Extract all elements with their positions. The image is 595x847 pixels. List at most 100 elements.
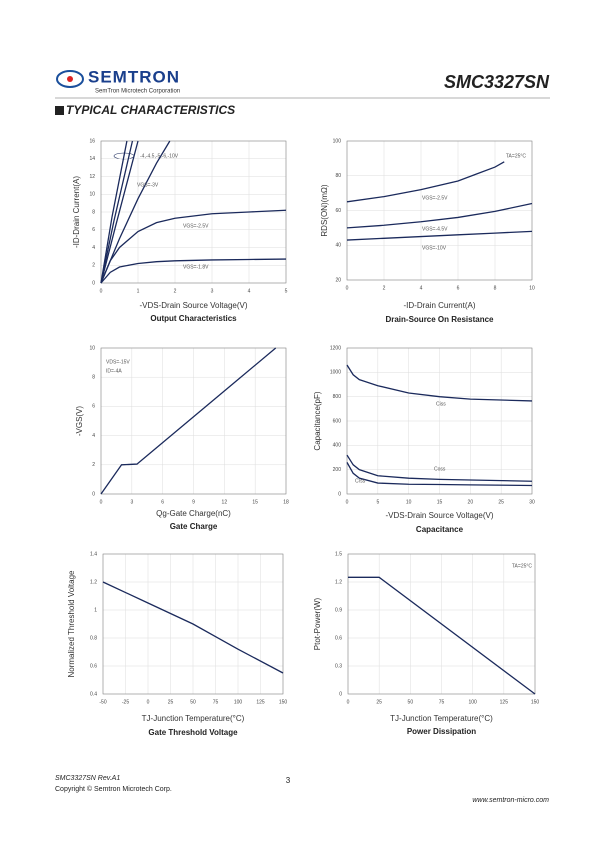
y-tick-label: 0 (338, 491, 341, 497)
x-tick-label: 25 (498, 499, 504, 505)
y-axis-label: Normalized Threshold Voltage (67, 570, 76, 678)
x-tick-label: 0 (100, 499, 103, 505)
x-axis-label: -VDS-Drain Source Voltage(V) (139, 301, 247, 310)
y-tick-label: 1200 (330, 345, 341, 351)
curve-label: VGS=-10V (422, 245, 447, 251)
x-tick-label: 9 (192, 499, 195, 505)
x-tick-label: 4 (420, 285, 423, 291)
y-tick-label: 400 (333, 443, 342, 449)
plot-frame (346, 347, 533, 495)
annotation: VDS=-15V (106, 359, 130, 365)
y-tick-label: 0.4 (90, 691, 97, 697)
x-axis-label: TJ-Junction Temperature(°C) (390, 714, 493, 723)
curve-label: Ciss (436, 401, 446, 407)
x-tick-label: 18 (283, 499, 289, 505)
logo-name: SEMTRON (88, 67, 180, 86)
curve (100, 209, 287, 284)
footer-url: www.semtron-micro.com (472, 797, 549, 804)
x-tick-label: 15 (437, 499, 443, 505)
y-tick-label: 1000 (330, 370, 341, 376)
y-tick-label: 100 (333, 138, 342, 144)
chart-title: Output Characteristics (150, 314, 237, 323)
x-tick-label: 150 (531, 699, 540, 705)
curve (100, 258, 287, 284)
x-tick-label: -25 (122, 699, 129, 705)
curve (100, 140, 134, 284)
chart-title: Gate Threshold Voltage (148, 728, 238, 737)
curve (100, 140, 171, 284)
page-number: 3 (286, 776, 291, 785)
curve-label: VGS=-1.8V (183, 264, 209, 270)
x-tick-label: 3 (211, 288, 214, 294)
y-tick-label: 16 (89, 138, 95, 144)
x-tick-label: 2 (383, 285, 386, 291)
curve-label: Coss (434, 466, 446, 472)
y-tick-label: 0.3 (335, 663, 342, 669)
section-title: TYPICAL CHARACTERISTICS (66, 103, 235, 117)
x-tick-label: 0 (346, 499, 349, 505)
y-tick-label: 6 (92, 227, 95, 233)
x-tick-label: 2 (174, 288, 177, 294)
curve (102, 581, 284, 674)
y-tick-label: 80 (335, 173, 341, 179)
y-axis-label: Ptot-Power(W) (313, 597, 322, 650)
footer-copyright: Copyright © Semtron Microtech Corp. (55, 785, 172, 793)
x-tick-label: 8 (494, 285, 497, 291)
x-tick-label: 12 (222, 499, 228, 505)
x-tick-label: 6 (457, 285, 460, 291)
y-tick-label: 200 (333, 467, 342, 473)
x-tick-label: 10 (529, 285, 535, 291)
x-tick-label: 100 (234, 699, 243, 705)
curve-label: VGS=-4.5V (422, 226, 448, 232)
y-tick-label: 12 (89, 174, 95, 180)
y-tick-label: 10 (89, 345, 95, 351)
x-axis-label: Qg-Gate Charge(nC) (156, 509, 231, 518)
curve (346, 454, 533, 482)
y-tick-label: 0.6 (90, 663, 97, 669)
curve (348, 576, 536, 695)
x-tick-label: 25 (376, 699, 382, 705)
plot-frame (346, 140, 533, 281)
curve (346, 230, 533, 241)
logo-sub: SemTron Microtech Corporation (95, 89, 180, 95)
y-tick-label: 0.9 (335, 607, 342, 613)
y-tick-label: 0 (339, 691, 342, 697)
y-axis-label: -ID-Drain Current(A) (72, 176, 81, 248)
curve (346, 202, 533, 229)
x-tick-label: 0 (147, 699, 150, 705)
footer-revision: SMC3327SN Rev.A1 (55, 775, 120, 782)
chart-title: Power Dissipation (407, 727, 476, 736)
logo-dot (67, 76, 73, 82)
x-tick-label: 150 (279, 699, 288, 705)
curve-label: VGS=-2.5V (422, 195, 448, 201)
annotation: TA=25°C (506, 153, 526, 159)
x-tick-label: 15 (252, 499, 258, 505)
y-tick-label: 2 (92, 263, 95, 269)
x-tick-label: 4 (248, 288, 251, 294)
x-tick-label: 10 (406, 499, 412, 505)
y-axis-label: -VGS(V) (75, 406, 84, 437)
x-tick-label: 0 (347, 699, 350, 705)
x-tick-label: 20 (468, 499, 474, 505)
chart-title: Capacitance (416, 525, 464, 534)
y-tick-label: 0 (92, 491, 95, 497)
x-axis-label: -VDS-Drain Source Voltage(V) (385, 511, 493, 520)
x-tick-label: 6 (161, 499, 164, 505)
x-tick-label: 75 (439, 699, 445, 705)
y-tick-label: 40 (335, 243, 341, 249)
chart-title: Gate Charge (170, 522, 218, 531)
y-tick-label: 8 (92, 375, 95, 381)
curve-label: Crss (355, 478, 366, 484)
annotation: ID=-4A (106, 368, 122, 374)
y-tick-label: 2 (92, 462, 95, 468)
y-tick-label: 1.2 (90, 579, 97, 585)
y-tick-label: 1.4 (90, 551, 97, 557)
x-axis-label: TJ-Junction Temperature(°C) (142, 714, 245, 723)
curve (346, 462, 533, 487)
plot-frame (347, 553, 536, 695)
y-tick-label: 4 (92, 245, 95, 251)
x-tick-label: 100 (468, 699, 477, 705)
x-tick-label: 125 (256, 699, 265, 705)
y-tick-label: 0 (92, 280, 95, 286)
